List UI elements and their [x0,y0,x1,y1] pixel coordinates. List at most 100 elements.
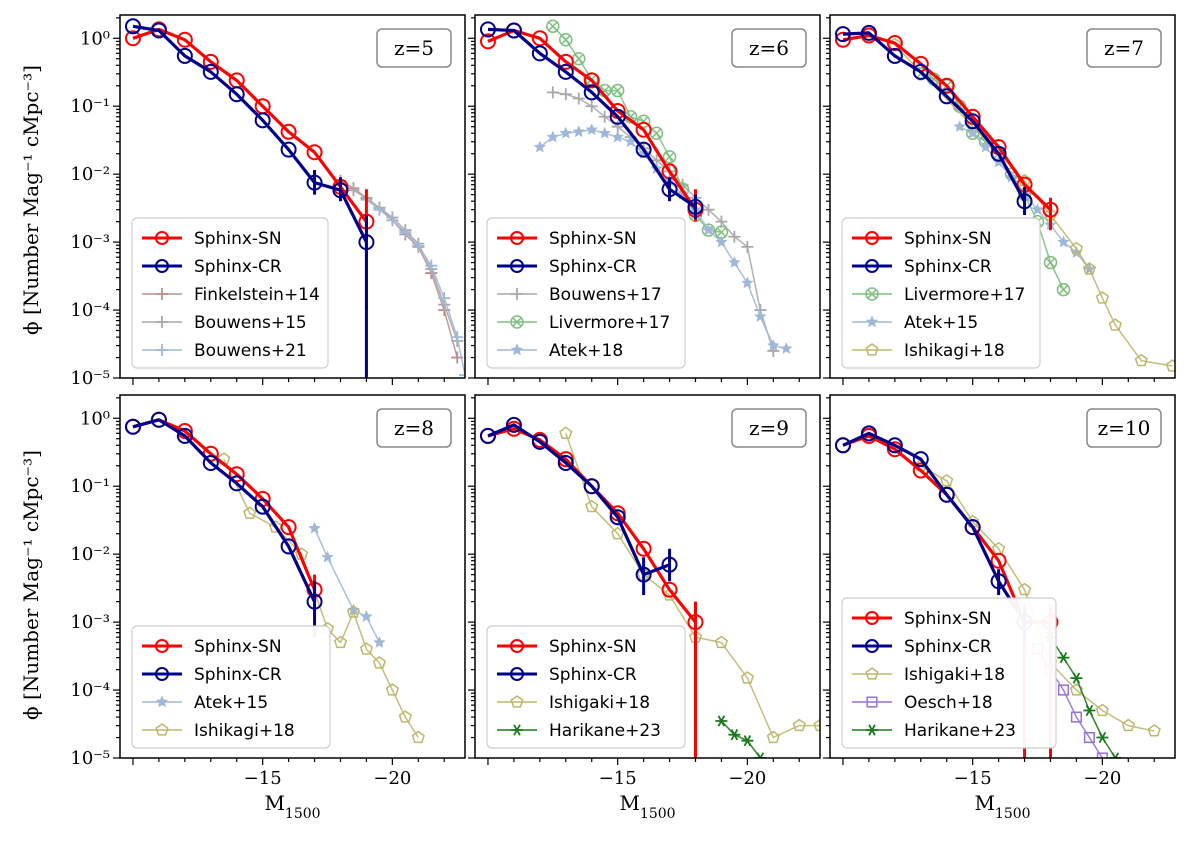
series-line [132,418,316,603]
redshift-label: z=6 [749,36,789,60]
legend-label: Atek+15 [194,693,268,713]
legend-entry: Sphinx-CR [142,665,282,685]
data-point [280,141,297,158]
legend-label: Sphinx-CR [194,665,282,685]
legend-marker [865,343,879,356]
series-line [487,27,697,209]
data-point [834,26,851,43]
legend-entry: Oesch+18 [852,693,993,713]
legend-label: Atek+18 [549,341,623,361]
legend-marker [156,344,168,356]
y-tick-label: 10⁰ [80,408,110,429]
data-point [728,230,741,243]
legend-label: Sphinx-SN [549,229,637,249]
data-point [635,540,652,557]
legend-marker [155,259,169,273]
data-point [1043,255,1058,270]
redshift-box [731,408,807,448]
data-point [308,521,321,534]
data-point [740,671,754,684]
legend-entry: Sphinx-CR [142,257,282,277]
series-line [842,434,1051,624]
x-tick-label: −20 [1083,768,1121,789]
panel-plot-area [124,18,465,378]
data-point [228,466,245,483]
legend-marker [155,639,169,653]
legend-marker [866,724,878,736]
data-point [533,140,547,153]
x-axis-label-main: M [264,791,284,815]
data-point [280,123,297,140]
data-point [176,47,193,64]
data-point [398,710,412,723]
legend-marker [156,316,168,328]
y-tick-label: 10⁻¹ [70,476,110,497]
panel-frame [829,14,1176,379]
data-point [202,53,219,70]
legend-marker [865,287,879,301]
data-point [124,30,141,47]
panel-plot-area [479,19,793,357]
data-point [505,22,522,39]
legend-marker [155,667,169,681]
legend-marker [155,723,169,736]
data-point [1017,582,1032,596]
data-point [372,656,386,669]
x-axis-label: M1500 [974,791,1030,822]
legend-label: Bouwens+15 [194,313,307,333]
data-point [1069,241,1083,255]
y-tick-label: 10⁻² [70,164,110,185]
data-point [938,486,955,503]
data-point [779,342,793,355]
legend-box [841,217,1041,369]
data-point [635,121,652,138]
data-point [611,130,625,143]
series-line [132,24,368,243]
data-point [598,110,611,123]
data-point [479,427,496,444]
data-point [124,418,141,435]
redshift-box [376,408,452,448]
data-point [1083,731,1095,744]
legend-label: Harikane+23 [549,721,661,741]
panel-plot-area [124,411,425,744]
data-point [557,63,574,80]
legend-entry: Livermore+17 [852,285,1025,305]
y-tick-label: 10⁻¹ [70,96,110,117]
panel-plot-area [479,416,820,758]
redshift-label: z=5 [394,36,434,60]
data-point-ring [662,150,677,164]
series-line [842,33,1052,211]
data-point [766,730,780,744]
data-point [583,72,600,89]
legend-entry: Bouwens+21 [142,341,307,361]
data-point [964,519,981,536]
series-line [720,720,761,758]
data-point [572,125,586,138]
legend-label: Livermore+17 [549,313,670,333]
series-line [340,180,458,358]
data-point [649,126,664,141]
data-point [176,31,193,48]
legend-entry: Sphinx-SN [142,229,282,249]
legend-marker [866,696,878,708]
data-point-ring [1056,282,1071,297]
legend-label: Sphinx-CR [904,637,992,657]
data-point [228,475,245,492]
data-point [886,437,903,454]
data-point [635,141,652,158]
legend-entry: Finkelstein+14 [142,285,320,305]
data-point [386,214,399,227]
data-point [280,538,297,555]
legend-marker [510,667,524,681]
data-point [609,108,626,125]
data-point [583,478,600,495]
data-point [886,35,903,52]
data-point [834,437,851,454]
data-point [661,556,678,573]
y-axis-label-bottom: ϕ [Number Mag⁻¹ cMpc⁻³] [19,450,43,720]
data-point [254,112,271,129]
data-point [1147,724,1161,737]
redshift-label: z=10 [1098,416,1151,440]
data-point-ring [610,83,625,98]
